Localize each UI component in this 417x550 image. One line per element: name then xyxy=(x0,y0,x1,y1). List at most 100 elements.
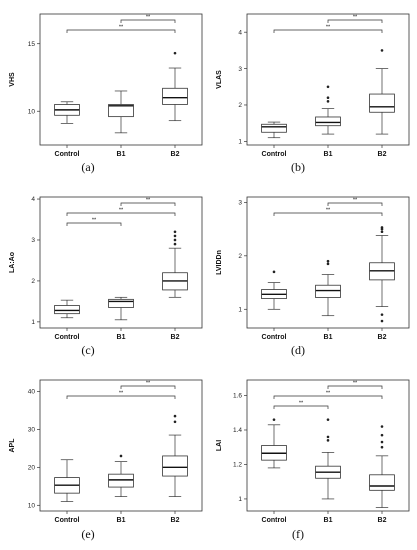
significance-label: ** xyxy=(353,198,358,204)
y-tick-label: 40 xyxy=(28,389,36,396)
iqr-box xyxy=(369,474,395,491)
chart-panel-b: 1 2 3 4 VLAS Control B1 B2 ** ** xyxy=(216,13,410,158)
category-label: B2 xyxy=(378,334,387,341)
significance-label: ** xyxy=(326,208,331,214)
box-b2 xyxy=(369,226,395,323)
y-axis-label: LAI xyxy=(216,440,223,451)
box-b2 xyxy=(369,49,395,135)
outlier-point xyxy=(326,96,330,99)
box-b2 xyxy=(162,230,188,298)
outlier-point xyxy=(326,435,330,439)
significance-bracket xyxy=(273,212,383,216)
category-label: B2 xyxy=(171,517,180,524)
box-control xyxy=(261,270,287,310)
y-tick-label: 10 xyxy=(28,503,36,510)
iqr-box xyxy=(261,123,287,133)
y-tick-label: 15 xyxy=(28,41,36,48)
chart-panel-f: 1 1.2 1.4 1.6 LAI Control B1 B2 ** ** ** xyxy=(216,379,410,524)
category-label: B1 xyxy=(117,151,126,158)
panel-caption: (c) xyxy=(81,343,95,357)
category-label: B1 xyxy=(117,334,126,341)
significance-label: ** xyxy=(92,218,97,224)
box-b1 xyxy=(108,90,134,134)
outlier-point xyxy=(173,230,177,234)
outlier-point xyxy=(119,454,123,458)
chart-panel-a: 10 15 VHS Control B1 B2 ** ** xyxy=(9,13,203,158)
significance-label: ** xyxy=(119,391,124,397)
y-tick-label: 3 xyxy=(238,66,242,73)
outlier-point xyxy=(173,242,177,246)
outlier-point xyxy=(380,49,384,52)
significance-bracket xyxy=(273,395,383,399)
significance-bracket xyxy=(120,385,176,389)
outlier-point xyxy=(380,230,384,234)
chart-panel-c: 1 2 3 4 LA:Ao Control B1 B2 ** ** ** xyxy=(9,196,203,341)
outlier-point xyxy=(272,270,276,274)
outlier-point xyxy=(380,313,384,316)
category-label: Control xyxy=(262,517,287,524)
panel-caption: (e) xyxy=(81,527,95,541)
significance-bracket xyxy=(120,19,176,23)
outlier-point xyxy=(326,439,330,442)
y-tick-label: 1 xyxy=(31,319,35,326)
iqr-box xyxy=(108,473,134,488)
significance-label: ** xyxy=(326,391,331,397)
iqr-box xyxy=(54,305,80,315)
iqr-box xyxy=(108,104,134,118)
panel-caption: (a) xyxy=(81,160,95,174)
y-tick-label: 1 xyxy=(238,306,242,313)
iqr-box xyxy=(315,116,341,127)
significance-label: ** xyxy=(326,25,331,31)
box-b1 xyxy=(315,259,341,317)
box-control xyxy=(54,299,80,319)
box-b2 xyxy=(369,425,395,508)
outlier-point xyxy=(380,319,384,323)
outlier-point xyxy=(272,418,276,421)
outlier-point xyxy=(380,425,384,428)
box-b2 xyxy=(162,414,188,497)
chart-panel-e: 10 20 30 40 APL Control B1 B2 ** ** xyxy=(9,379,203,524)
panel-caption: (f) xyxy=(292,527,304,541)
y-tick-label: 1.6 xyxy=(233,393,242,400)
significance-bracket xyxy=(327,202,383,206)
box-b1 xyxy=(108,296,134,321)
category-label: B2 xyxy=(378,517,387,524)
category-label: Control xyxy=(55,151,80,158)
y-axis-label: LA:Ao xyxy=(9,252,16,273)
y-axis-label: LVIDDn xyxy=(216,250,223,275)
box-control xyxy=(54,101,80,124)
significance-label: ** xyxy=(146,198,151,204)
category-label: Control xyxy=(262,151,287,158)
box-control xyxy=(54,459,80,502)
outlier-point xyxy=(326,100,330,103)
y-axis-label: APL xyxy=(9,438,16,453)
outlier-point xyxy=(173,238,177,242)
iqr-box xyxy=(162,455,188,477)
significance-label: ** xyxy=(146,15,151,21)
y-tick-label: 10 xyxy=(28,108,36,115)
y-tick-label: 1 xyxy=(238,496,242,503)
y-tick-label: 1.2 xyxy=(233,462,242,469)
significance-label: ** xyxy=(119,25,124,31)
category-label: B1 xyxy=(117,517,126,524)
outlier-point xyxy=(326,418,330,421)
outlier-point xyxy=(380,440,384,444)
significance-bracket xyxy=(273,405,329,409)
box-b1 xyxy=(315,85,341,135)
y-tick-label: 30 xyxy=(28,427,36,434)
y-tick-label: 3 xyxy=(31,237,35,244)
outlier-point xyxy=(380,226,384,229)
category-label: B2 xyxy=(171,151,180,158)
outlier-point xyxy=(173,51,177,55)
outlier-point xyxy=(380,433,384,437)
box-control xyxy=(261,121,287,139)
outlier-point xyxy=(326,259,330,263)
category-label: B2 xyxy=(171,334,180,341)
iqr-box xyxy=(315,284,341,298)
significance-bracket xyxy=(273,29,383,33)
category-label: B1 xyxy=(324,151,333,158)
outlier-point xyxy=(326,262,330,266)
y-tick-label: 4 xyxy=(238,29,242,36)
y-tick-label: 20 xyxy=(28,465,36,472)
